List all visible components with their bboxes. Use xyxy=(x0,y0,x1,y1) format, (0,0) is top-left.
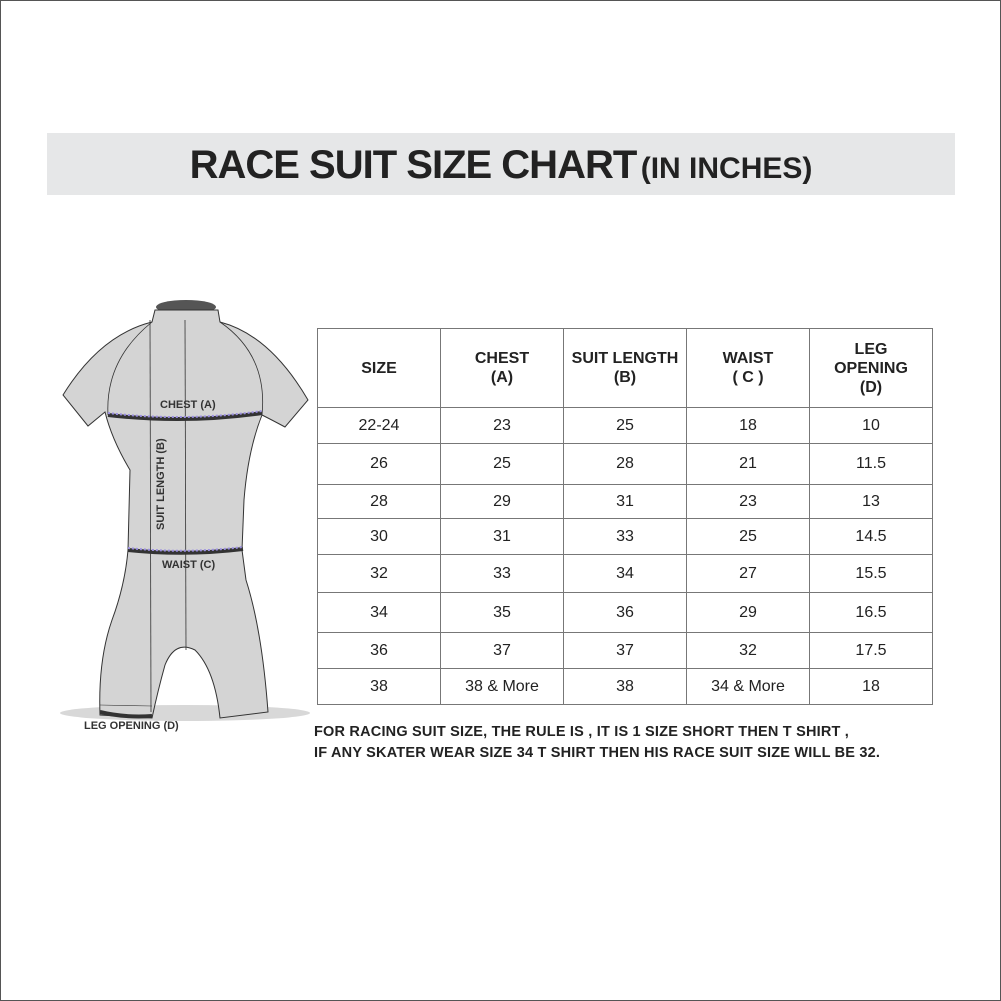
page-title: RACE SUIT SIZE CHART xyxy=(189,143,638,187)
table-cell: 35 xyxy=(440,592,564,633)
table-cell: 15.5 xyxy=(809,554,933,593)
column-header: CHEST (A) xyxy=(440,328,564,408)
table-row: 36 37 37 32 17.5 xyxy=(317,632,933,669)
suit-length-label: SUIT LENGTH (B) xyxy=(155,438,167,530)
table-cell: 25 xyxy=(440,443,564,485)
table-row: 34 35 36 29 16.5 xyxy=(317,592,933,633)
table-cell: 17.5 xyxy=(809,632,933,669)
table-cell: 36 xyxy=(317,632,441,669)
table-cell: 27 xyxy=(686,554,810,593)
table-cell: 23 xyxy=(686,484,810,519)
table-cell: 34 xyxy=(317,592,441,633)
table-cell: 13 xyxy=(809,484,933,519)
leg-opening-label: LEG OPENING (D) xyxy=(84,720,179,732)
table-row: 30 31 33 25 14.5 xyxy=(317,518,933,555)
table-cell: 34 & More xyxy=(686,668,810,705)
table-cell: 36 xyxy=(563,592,687,633)
sizing-note: FOR RACING SUIT SIZE, THE RULE IS , IT I… xyxy=(314,722,880,764)
header-line: SIZE xyxy=(361,359,397,377)
table-row: 26 25 28 21 11.5 xyxy=(317,443,933,485)
table-cell: 21 xyxy=(686,443,810,485)
table-cell: 14.5 xyxy=(809,518,933,555)
table-cell: 28 xyxy=(563,443,687,485)
header-line: SUIT LENGTH xyxy=(571,350,679,367)
title-banner: RACE SUIT SIZE CHART (IN INCHES) xyxy=(47,133,955,195)
shadow xyxy=(60,705,310,721)
header-line: CHEST xyxy=(474,350,530,367)
waist-label: WAIST (C) xyxy=(162,559,215,571)
table-cell: 10 xyxy=(809,407,933,444)
table-cell: 37 xyxy=(440,632,564,669)
table-cell: 25 xyxy=(563,407,687,444)
table-cell: 31 xyxy=(440,518,564,555)
table-cell: 37 xyxy=(563,632,687,669)
header-line: WAIST xyxy=(722,350,774,367)
table-cell: 32 xyxy=(686,632,810,669)
chest-label: CHEST (A) xyxy=(160,399,216,411)
table-cell: 25 xyxy=(686,518,810,555)
table-cell: 11.5 xyxy=(809,443,933,485)
table-cell: 18 xyxy=(809,668,933,705)
table-cell: 28 xyxy=(317,484,441,519)
note-line-2: IF ANY SKATER WEAR SIZE 34 T SHIRT THEN … xyxy=(314,745,881,761)
header-line: LEG xyxy=(854,340,888,358)
column-header: SIZE xyxy=(317,328,441,408)
table-cell: 33 xyxy=(440,554,564,593)
leg-measure-line xyxy=(99,710,153,719)
header-line: ( C ) xyxy=(732,369,764,386)
column-header: SUIT LENGTH (B) xyxy=(563,328,687,408)
column-header: LEG OPENING (D) xyxy=(809,328,933,408)
column-header: WAIST ( C ) xyxy=(686,328,810,408)
table-cell: 32 xyxy=(317,554,441,593)
table-cell: 29 xyxy=(440,484,564,519)
header-line: (A) xyxy=(490,369,514,386)
header-line: (B) xyxy=(613,369,637,386)
table-cell: 38 xyxy=(317,668,441,705)
title-unit: (IN INCHES) xyxy=(640,152,813,185)
table-cell: 22-24 xyxy=(317,407,441,444)
table-cell: 34 xyxy=(563,554,687,593)
table-cell: 38 xyxy=(563,668,687,705)
table-row: 32 33 34 27 15.5 xyxy=(317,554,933,593)
table-row: 38 38 & More 38 34 & More 18 xyxy=(317,668,933,705)
table-cell: 23 xyxy=(440,407,564,444)
table-cell: 30 xyxy=(317,518,441,555)
table-cell: 18 xyxy=(686,407,810,444)
size-table: SIZE CHEST (A) SUIT LENGTH (B) WAIST ( C ) LEG O… xyxy=(317,328,933,705)
table-cell: 33 xyxy=(563,518,687,555)
table-cell: 26 xyxy=(317,443,441,485)
table-cell: 29 xyxy=(686,592,810,633)
header-line: (D) xyxy=(859,378,883,396)
table-row: 28 29 31 23 13 xyxy=(317,484,933,519)
waist-measure-line xyxy=(127,547,244,555)
table-cell: 31 xyxy=(563,484,687,519)
table-cell: 16.5 xyxy=(809,592,933,633)
header-line: OPENING xyxy=(834,359,908,377)
table-cell: 38 & More xyxy=(440,668,564,705)
chest-measure-line xyxy=(107,411,263,422)
note-line-1: FOR RACING SUIT SIZE, THE RULE IS , IT I… xyxy=(314,724,850,740)
table-row: 22-24 23 25 18 10 xyxy=(317,407,933,444)
